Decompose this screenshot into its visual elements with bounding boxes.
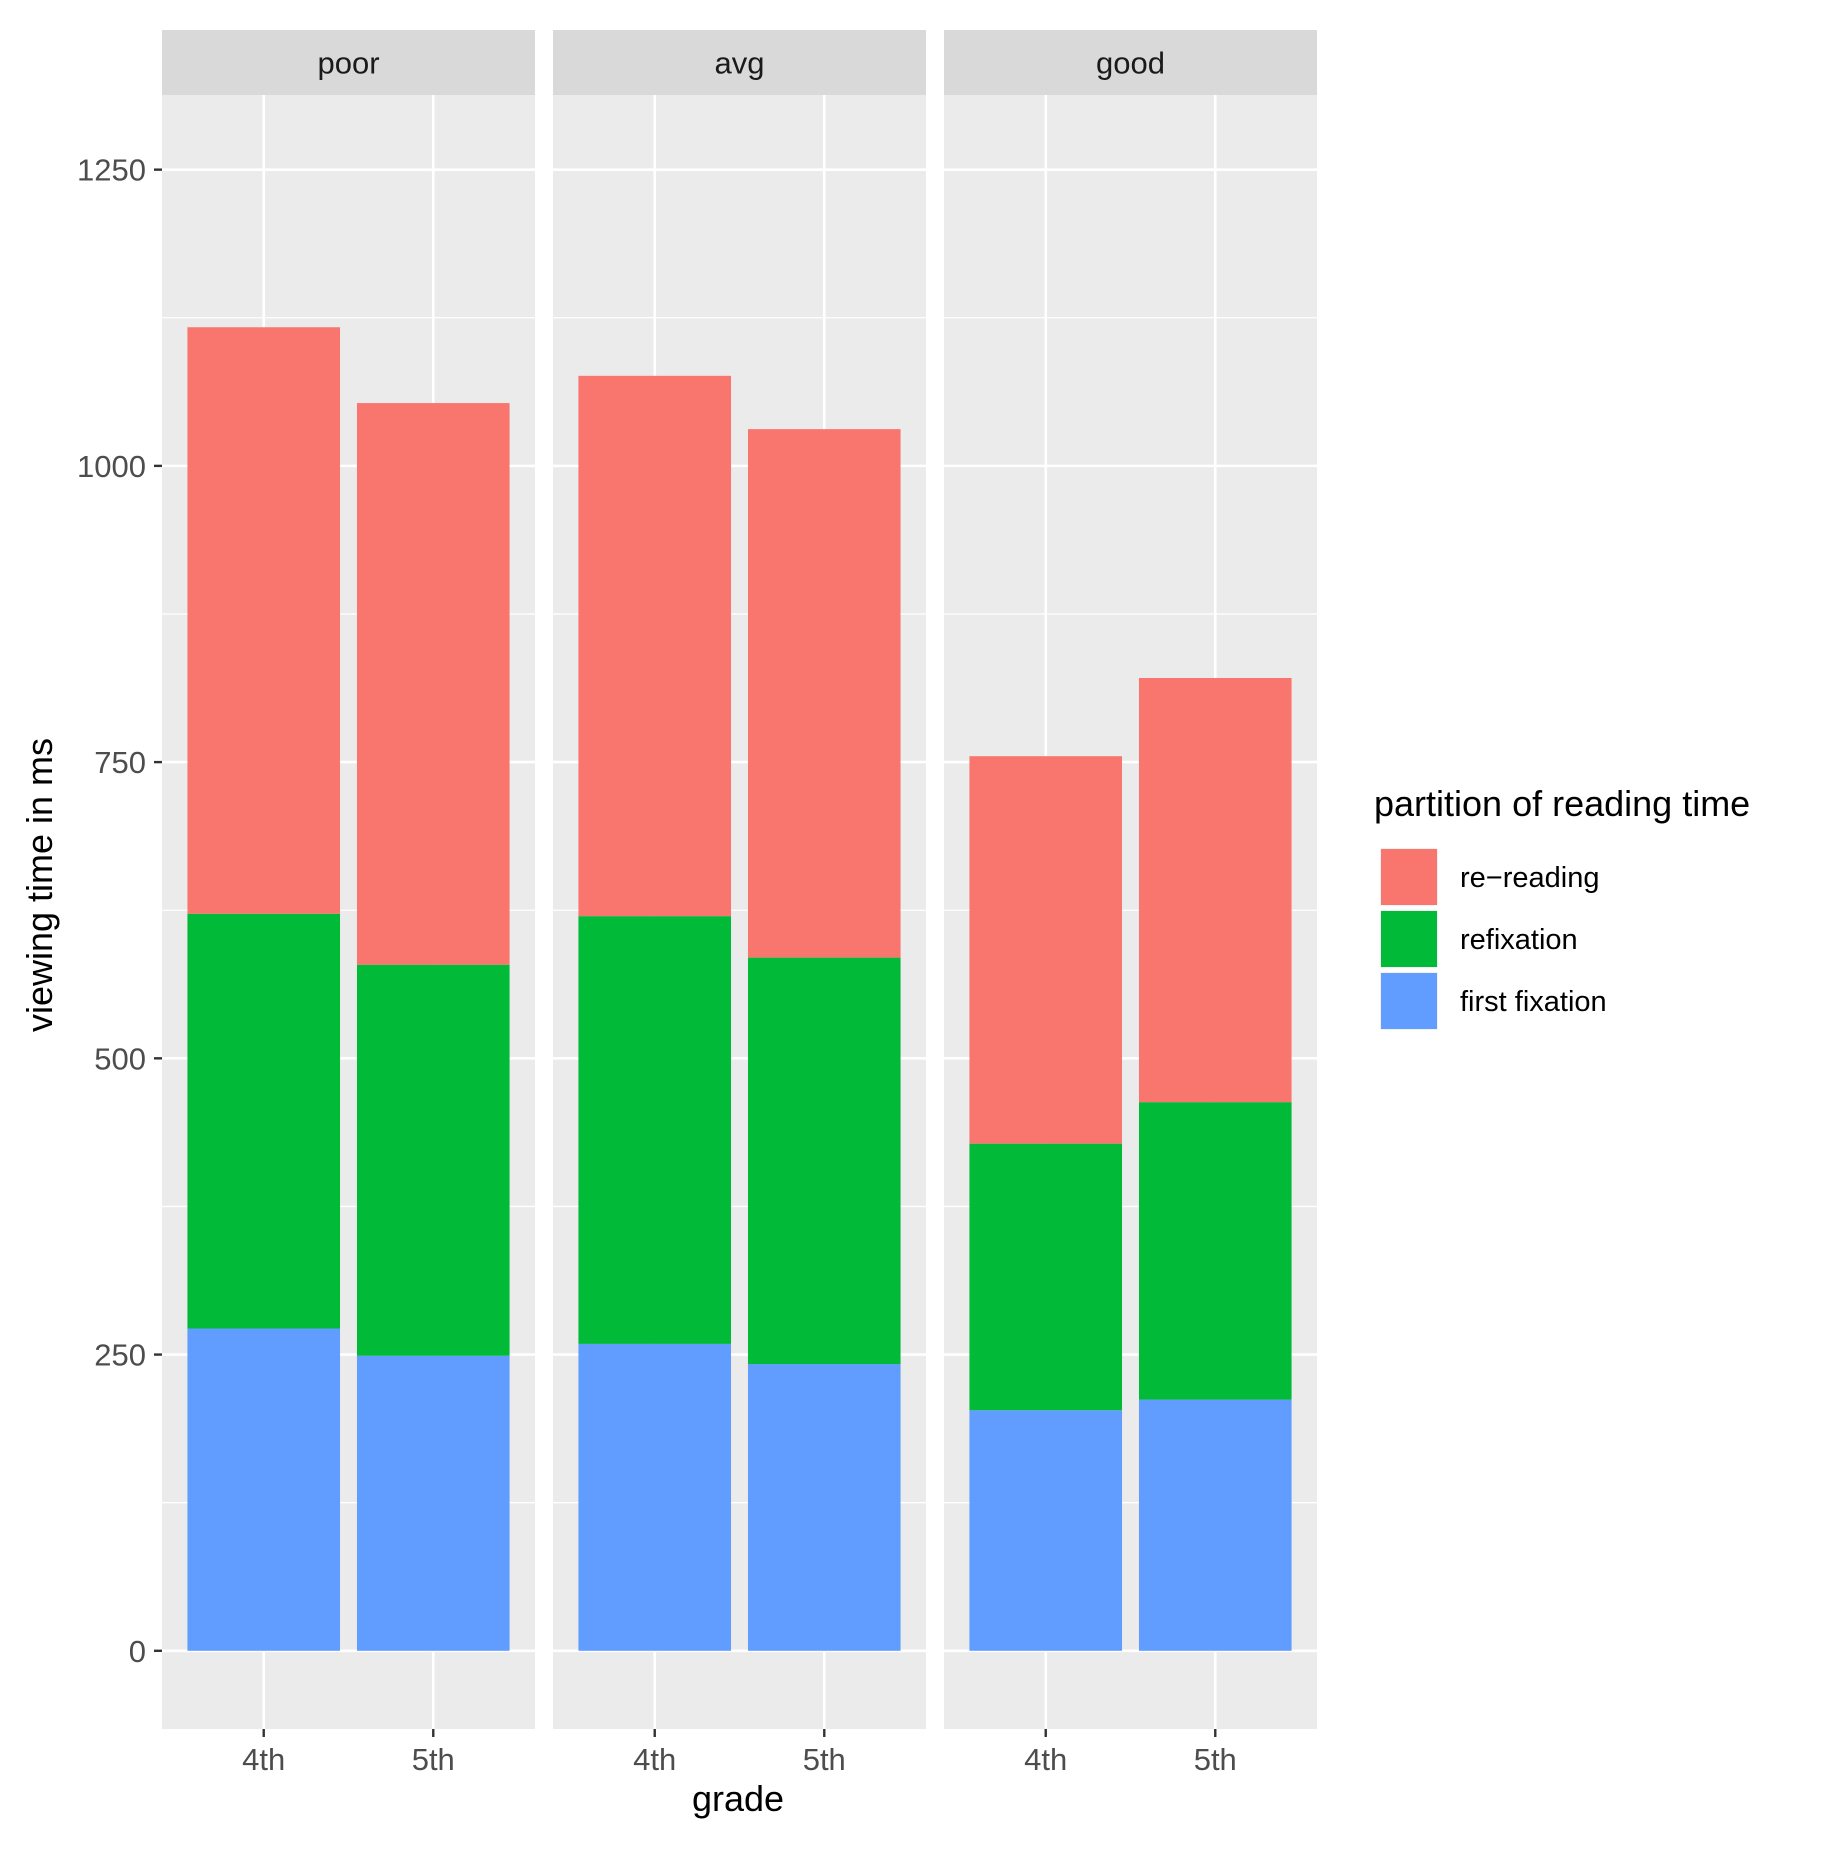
bar-avg-4th-refixation — [578, 916, 732, 1344]
y-tick-label: 0 — [129, 1634, 146, 1669]
bar-good-4th-refixation — [969, 1143, 1123, 1411]
y-tick-label: 1000 — [77, 449, 146, 484]
facet-strip — [162, 30, 535, 95]
legend-title: partition of reading time — [1374, 783, 1750, 824]
bar-poor-5th-refixation — [356, 964, 510, 1356]
facet-strip-label: good — [1096, 46, 1165, 81]
bar-avg-5th-refixation — [747, 957, 901, 1365]
facet-strip — [944, 30, 1317, 95]
y-axis: 0 250 500 750 1000 1250 — [77, 153, 162, 1669]
x-tick-label: 5th — [1194, 1742, 1237, 1777]
bar-poor-4th-refixation — [187, 913, 341, 1329]
facet-strip-label: avg — [715, 46, 765, 81]
y-axis-title: viewing time in ms — [19, 738, 60, 1032]
bar-poor-5th-re-reading — [356, 403, 510, 965]
bar-poor-5th-first-fixation — [356, 1355, 510, 1651]
x-tick-label: 4th — [242, 1742, 285, 1777]
bar-good-5th-first-fixation — [1138, 1399, 1292, 1651]
x-tick-label: 5th — [412, 1742, 455, 1777]
y-tick-label: 750 — [94, 745, 146, 780]
legend-key-re-reading — [1381, 849, 1437, 905]
legend: partition of reading time re−reading refi… — [1374, 783, 1750, 1030]
bar-good-4th-re-reading — [969, 756, 1123, 1144]
facet-panels: poor avg good — [162, 30, 1317, 1729]
y-tick-label: 500 — [94, 1041, 146, 1076]
bar-avg-4th-re-reading — [578, 375, 732, 917]
bar-avg-5th-re-reading — [747, 429, 901, 958]
bar-poor-4th-re-reading — [187, 327, 341, 914]
legend-label: re−reading — [1460, 862, 1599, 894]
facet-panel-avg: avg — [553, 30, 926, 1729]
bar-poor-4th-first-fixation — [187, 1328, 341, 1651]
y-tick-label: 250 — [94, 1338, 146, 1373]
y-tick-label: 1250 — [77, 153, 146, 188]
facet-strip — [553, 30, 926, 95]
bar-avg-4th-first-fixation — [578, 1343, 732, 1651]
facet-panel-poor: poor — [162, 30, 535, 1729]
facet-strip-label: poor — [317, 46, 379, 81]
x-tick-label: 5th — [803, 1742, 846, 1777]
x-axis-title: grade — [692, 1778, 784, 1819]
x-axis: 4th 5th 4th 5th 4th 5th — [242, 1729, 1237, 1777]
bar-good-5th-re-reading — [1138, 677, 1292, 1103]
legend-key-refixation — [1381, 911, 1437, 967]
x-tick-label: 4th — [633, 1742, 676, 1777]
legend-label: first fixation — [1460, 986, 1607, 1018]
legend-key-first-fixation — [1381, 973, 1437, 1029]
bar-avg-5th-first-fixation — [747, 1364, 901, 1651]
x-tick-label: 4th — [1024, 1742, 1067, 1777]
bar-good-4th-first-fixation — [969, 1410, 1123, 1651]
bar-good-5th-refixation — [1138, 1102, 1292, 1400]
facet-panel-good: good — [944, 30, 1317, 1729]
legend-label: refixation — [1460, 924, 1578, 956]
